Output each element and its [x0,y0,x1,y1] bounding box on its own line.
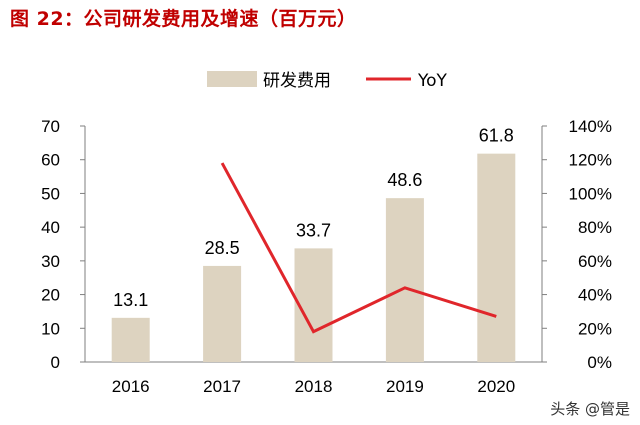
x-tick-label: 2017 [203,377,241,396]
y-right-tick-label: 100% [569,184,612,203]
watermark: 头条 @管是 [550,400,630,418]
yoy-line [220,162,497,334]
y-left-tick-label: 10 [41,319,60,338]
data-labels: 13.1 28.5 33.7 48.6 61.8 [113,126,514,310]
y-right-tick-label: 40% [578,286,612,305]
legend-swatch-bar [207,71,257,87]
y-left-tick-label: 50 [41,184,60,203]
y-right-tick-label: 120% [569,151,612,170]
data-label: 13.1 [113,290,148,310]
yoy-line-group [220,162,497,334]
data-label: 28.5 [205,238,240,258]
y-left-tick-label: 0 [51,353,60,372]
y-right-tick-label: 20% [578,319,612,338]
y-left-tick-label: 60 [41,151,60,170]
bar [111,317,150,362]
data-label: 61.8 [479,126,514,146]
data-label: 48.6 [387,170,422,190]
data-label: 33.7 [296,220,331,240]
legend-label-bar: 研发费用 [263,71,331,91]
y-right-tick-label: 0% [587,353,612,372]
bar [203,265,242,362]
x-tick-label: 2019 [386,377,424,396]
y-right-tick-label: 60% [578,252,612,271]
x-tick-label: 2016 [112,377,150,396]
legend: 研发费用 YoY [207,71,448,91]
legend-item-bar: 研发费用 [207,71,331,91]
y-left-tick-label: 20 [41,286,60,305]
bar [385,198,424,362]
bar [477,153,516,362]
x-tick-label: 2018 [295,377,333,396]
chart-title: 图 22：公司研发费用及增速（百万元） [10,8,357,30]
x-tick-label: 2020 [477,377,515,396]
y-right-tick-label: 80% [578,218,612,237]
y-left-tick-label: 30 [41,252,60,271]
legend-label-line: YoY [417,71,448,91]
y-right-tick-label: 140% [569,117,612,136]
y-left-tick-label: 40 [41,218,60,237]
legend-item-line: YoY [366,71,448,91]
bars [111,153,516,362]
y-left-tick-label: 70 [41,117,60,136]
